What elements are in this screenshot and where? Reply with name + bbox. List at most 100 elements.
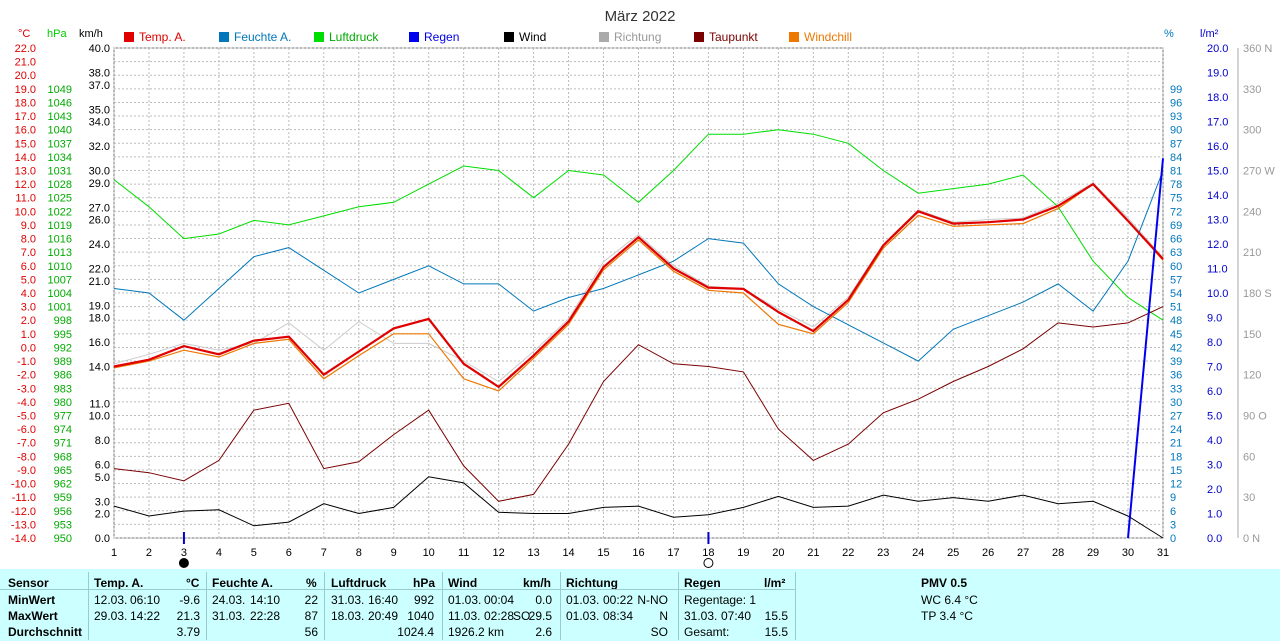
tick-x: 22 — [842, 547, 854, 559]
tick-pressure: 1013 — [48, 247, 72, 259]
stats-row-min: MinWert — [8, 593, 56, 607]
dir-min-date: 01.03. — [566, 593, 600, 607]
tick-pressure: 1019 — [48, 220, 72, 232]
tick-x: 6 — [286, 547, 292, 559]
tick-wind: 22.0 — [89, 264, 110, 276]
rain-max: 15.5 — [764, 609, 788, 623]
tick-wind: 0.0 — [95, 533, 110, 545]
series-line-regen — [1127, 158, 1164, 539]
tick-x: 31 — [1157, 547, 1169, 559]
tick-x: 28 — [1052, 547, 1064, 559]
tick-pressure: 1046 — [48, 97, 72, 109]
tick-temp: 19.0 — [15, 84, 36, 96]
stats-header-press: Luftdruck — [331, 576, 387, 590]
wind-max: 29.5 — [528, 609, 552, 623]
tick-wind: 8.0 — [95, 435, 110, 447]
tick-x: 30 — [1122, 547, 1134, 559]
tick-temp: 14.0 — [15, 152, 36, 164]
tick-rain: 8.0 — [1207, 337, 1222, 349]
legend-label: Windchill — [804, 30, 852, 44]
wind-min: 0.0 — [535, 593, 552, 607]
tick-x: 5 — [251, 547, 257, 559]
tick-temp: -12.0 — [11, 506, 36, 518]
tick-temp: 15.0 — [15, 138, 36, 150]
tick-rain: 5.0 — [1207, 411, 1222, 423]
rain-max-date: 31.03. — [684, 609, 718, 623]
tick-rain: 12.0 — [1207, 239, 1228, 251]
tick-pressure: 950 — [54, 533, 72, 545]
tick-rain: 15.0 — [1207, 166, 1228, 178]
tick-direction: 150 — [1243, 329, 1261, 341]
tick-wind: 19.0 — [89, 300, 110, 312]
tick-x: 19 — [737, 547, 749, 559]
tick-x: 11 — [458, 547, 469, 559]
tick-pressure: 1049 — [48, 84, 72, 96]
tick-temp: -4.0 — [17, 397, 36, 409]
stats-unit-rain: l/m² — [764, 576, 786, 590]
legend-label: Richtung — [614, 30, 661, 44]
tick-temp: -7.0 — [17, 438, 36, 450]
tick-rain: 9.0 — [1207, 313, 1222, 325]
unit-humidity: % — [1164, 28, 1174, 40]
tick-temp: 7.0 — [21, 247, 36, 259]
tick-humidity: 72 — [1170, 206, 1182, 218]
tick-rain: 0.0 — [1207, 533, 1222, 545]
tick-pressure: 1043 — [48, 111, 72, 123]
new-moon-icon — [178, 558, 189, 568]
rain-max-time: 07:40 — [721, 609, 752, 623]
dir-max-date: 01.03. — [566, 609, 600, 623]
tick-wind: 16.0 — [89, 337, 110, 349]
stats-divider — [88, 572, 89, 640]
tick-temp: 0.0 — [21, 342, 36, 354]
tick-x: 21 — [807, 547, 819, 559]
tick-direction: 180 S — [1243, 288, 1272, 300]
tick-temp: 17.0 — [15, 111, 36, 123]
tick-pressure: 1010 — [48, 261, 72, 273]
wind-min-date: 01.03. — [448, 593, 482, 607]
series-line-windchill — [113, 183, 1164, 392]
tick-temp: 9.0 — [21, 220, 36, 232]
unit-temp: °C — [18, 28, 30, 40]
legend-swatch — [789, 32, 799, 42]
tick-wind: 32.0 — [89, 141, 110, 153]
tick-temp: 13.0 — [15, 166, 36, 178]
tick-humidity: 63 — [1170, 247, 1182, 259]
stats-unit-temp: °C — [186, 576, 200, 590]
tick-direction: 270 W — [1243, 166, 1275, 178]
tick-temp: 4.0 — [21, 288, 36, 300]
tick-rain: 20.0 — [1207, 43, 1228, 55]
tick-x: 24 — [912, 547, 924, 559]
tick-humidity: 24 — [1170, 424, 1182, 436]
tick-temp: 5.0 — [21, 274, 36, 286]
tick-x: 12 — [493, 547, 505, 559]
legend-label: Luftdruck — [329, 30, 379, 44]
stats-divider — [442, 572, 443, 640]
press-min-time: 16:40 — [368, 593, 399, 607]
tick-direction: 300 — [1243, 125, 1261, 137]
tick-direction: 210 — [1243, 247, 1261, 259]
stats-unit-hum: % — [306, 576, 317, 590]
tick-humidity: 54 — [1170, 288, 1182, 300]
tick-temp: 22.0 — [15, 43, 36, 55]
dir-avg: SO — [650, 625, 668, 639]
tick-temp: -2.0 — [17, 370, 36, 382]
tick-x: 26 — [982, 547, 994, 559]
tick-pressure: 968 — [54, 451, 72, 463]
tick-wind: 27.0 — [89, 202, 110, 214]
tick-temp: -8.0 — [17, 451, 36, 463]
tick-direction: 330 — [1243, 84, 1261, 96]
stats-divider — [678, 572, 679, 640]
tick-pressure: 1004 — [48, 288, 72, 300]
series-line-richtung — [113, 182, 1164, 383]
unit-wind: km/h — [79, 28, 103, 40]
tick-humidity: 66 — [1170, 234, 1182, 246]
tick-wind: 38.0 — [89, 68, 110, 80]
hum-avg: 56 — [304, 625, 318, 639]
tick-humidity: 12 — [1170, 479, 1182, 491]
tick-x: 20 — [772, 547, 784, 559]
tick-temp: 6.0 — [21, 261, 36, 273]
stats-header-dir: Richtung — [566, 576, 618, 590]
series-line-wind — [113, 476, 1164, 539]
tick-wind: 29.0 — [89, 178, 110, 190]
tick-humidity: 75 — [1170, 193, 1182, 205]
